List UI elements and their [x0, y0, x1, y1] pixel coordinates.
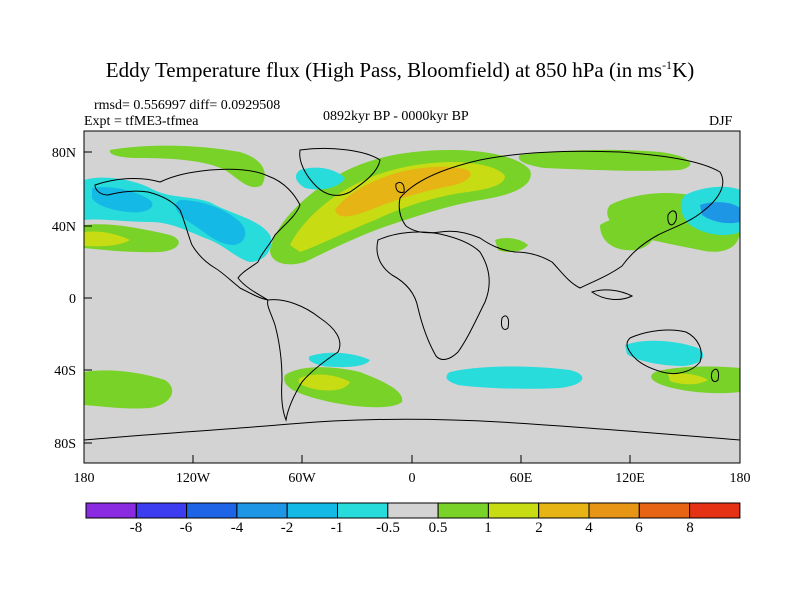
colorbar-swatch	[437, 502, 489, 519]
lon-label: 120W	[176, 471, 211, 486]
colorbar-swatch	[588, 502, 640, 519]
longitude-axis: 180 120W 60W 0 60E 120E 180	[74, 455, 751, 486]
negative-anomaly-pacific-canada-core	[175, 200, 246, 245]
coastline-antarctica	[84, 418, 740, 441]
coastlines	[84, 148, 740, 441]
lon-label: 180	[74, 471, 95, 486]
anomaly-fields	[84, 145, 740, 409]
positive-anomaly-arctic-east	[518, 149, 691, 171]
positive-anomaly-south-atlantic-core	[298, 374, 350, 391]
coastline-new-zealand	[711, 368, 719, 383]
lon-label: 60E	[510, 471, 533, 486]
negative-anomaly-australia	[625, 340, 704, 366]
negative-anomaly-pacific-west-core	[92, 187, 153, 213]
colorbar-label: -4	[230, 520, 244, 536]
period-label: 0892kyr BP - 0000kyr BP	[323, 109, 469, 124]
negative-anomaly-indian-ocean	[446, 366, 583, 389]
latitude-axis: 80N 40N 0 40S 80S	[52, 146, 92, 452]
coastline-africa	[376, 231, 490, 360]
colorbar-label: 1	[484, 520, 492, 536]
lat-label: 40N	[52, 220, 76, 235]
negative-anomaly-northwest-pacific-core	[700, 202, 740, 224]
colorbar-swatch	[638, 502, 691, 519]
season-label: DJF	[709, 114, 733, 129]
lat-label: 40S	[54, 364, 76, 379]
coastline-south-america	[267, 299, 341, 422]
positive-anomaly-arctic	[109, 145, 265, 188]
coastline-indonesia	[590, 289, 634, 300]
colorbar-label: -2	[280, 520, 294, 536]
colorbar-label: -6	[179, 520, 193, 536]
lon-label: 180	[730, 471, 751, 486]
colorbar-swatch	[135, 502, 188, 519]
lon-label: 60W	[288, 471, 316, 486]
coastline-north-america	[94, 168, 301, 301]
colorbar-swatch	[85, 502, 137, 519]
positive-anomaly-north-pacific-east-core	[84, 231, 130, 247]
colorbar-label: -1	[330, 520, 344, 536]
colorbar	[85, 502, 741, 519]
colorbar-label: 4	[585, 520, 593, 536]
coastline-australia	[626, 329, 702, 375]
lat-label: 0	[69, 292, 76, 307]
lat-label: 80S	[54, 437, 76, 452]
colorbar-swatch	[337, 502, 389, 519]
negative-anomaly-south-atlantic	[308, 352, 370, 368]
positive-anomaly-southeast-asia	[600, 216, 657, 251]
lon-label: 120E	[615, 471, 645, 486]
lon-label: 0	[409, 471, 416, 486]
colorbar-label: 0.5	[428, 520, 448, 536]
coastline-eurasia	[398, 150, 724, 289]
colorbar-swatch	[387, 502, 439, 519]
colorbar-swatch	[186, 502, 238, 519]
coastline-japan	[667, 210, 677, 226]
colorbar-swatch	[689, 502, 741, 519]
colorbar-label: 8	[686, 520, 694, 536]
colorbar-label: 2	[535, 520, 543, 536]
coastline-greenland	[299, 148, 381, 196]
positive-anomaly-arabia	[495, 237, 528, 253]
colorbar-swatch	[487, 502, 540, 519]
positive-anomaly-southwest-pacific-core	[668, 373, 708, 385]
stats-text: rmsd= 0.556997 diff= 0.0929508	[94, 98, 281, 113]
colorbar-label: -0.5	[376, 520, 400, 536]
positive-anomaly-south-pacific	[84, 370, 173, 409]
coastline-madagascar	[501, 315, 509, 331]
negative-anomaly-greenland	[295, 167, 345, 190]
colorbar-swatch	[286, 502, 339, 519]
positive-anomaly-europe-core	[335, 166, 471, 217]
colorbar-swatch	[236, 502, 288, 519]
colorbar-swatch	[538, 502, 590, 519]
coastline-great-britain	[395, 181, 405, 193]
lat-label: 80N	[52, 146, 76, 161]
colorbar-label: 6	[635, 520, 643, 536]
colorbar-label: -8	[129, 520, 143, 536]
experiment-label: Expt = tfME3-tfmea	[84, 114, 199, 129]
plot-title: Eddy Temperature flux (High Pass, Bloomf…	[105, 58, 695, 82]
